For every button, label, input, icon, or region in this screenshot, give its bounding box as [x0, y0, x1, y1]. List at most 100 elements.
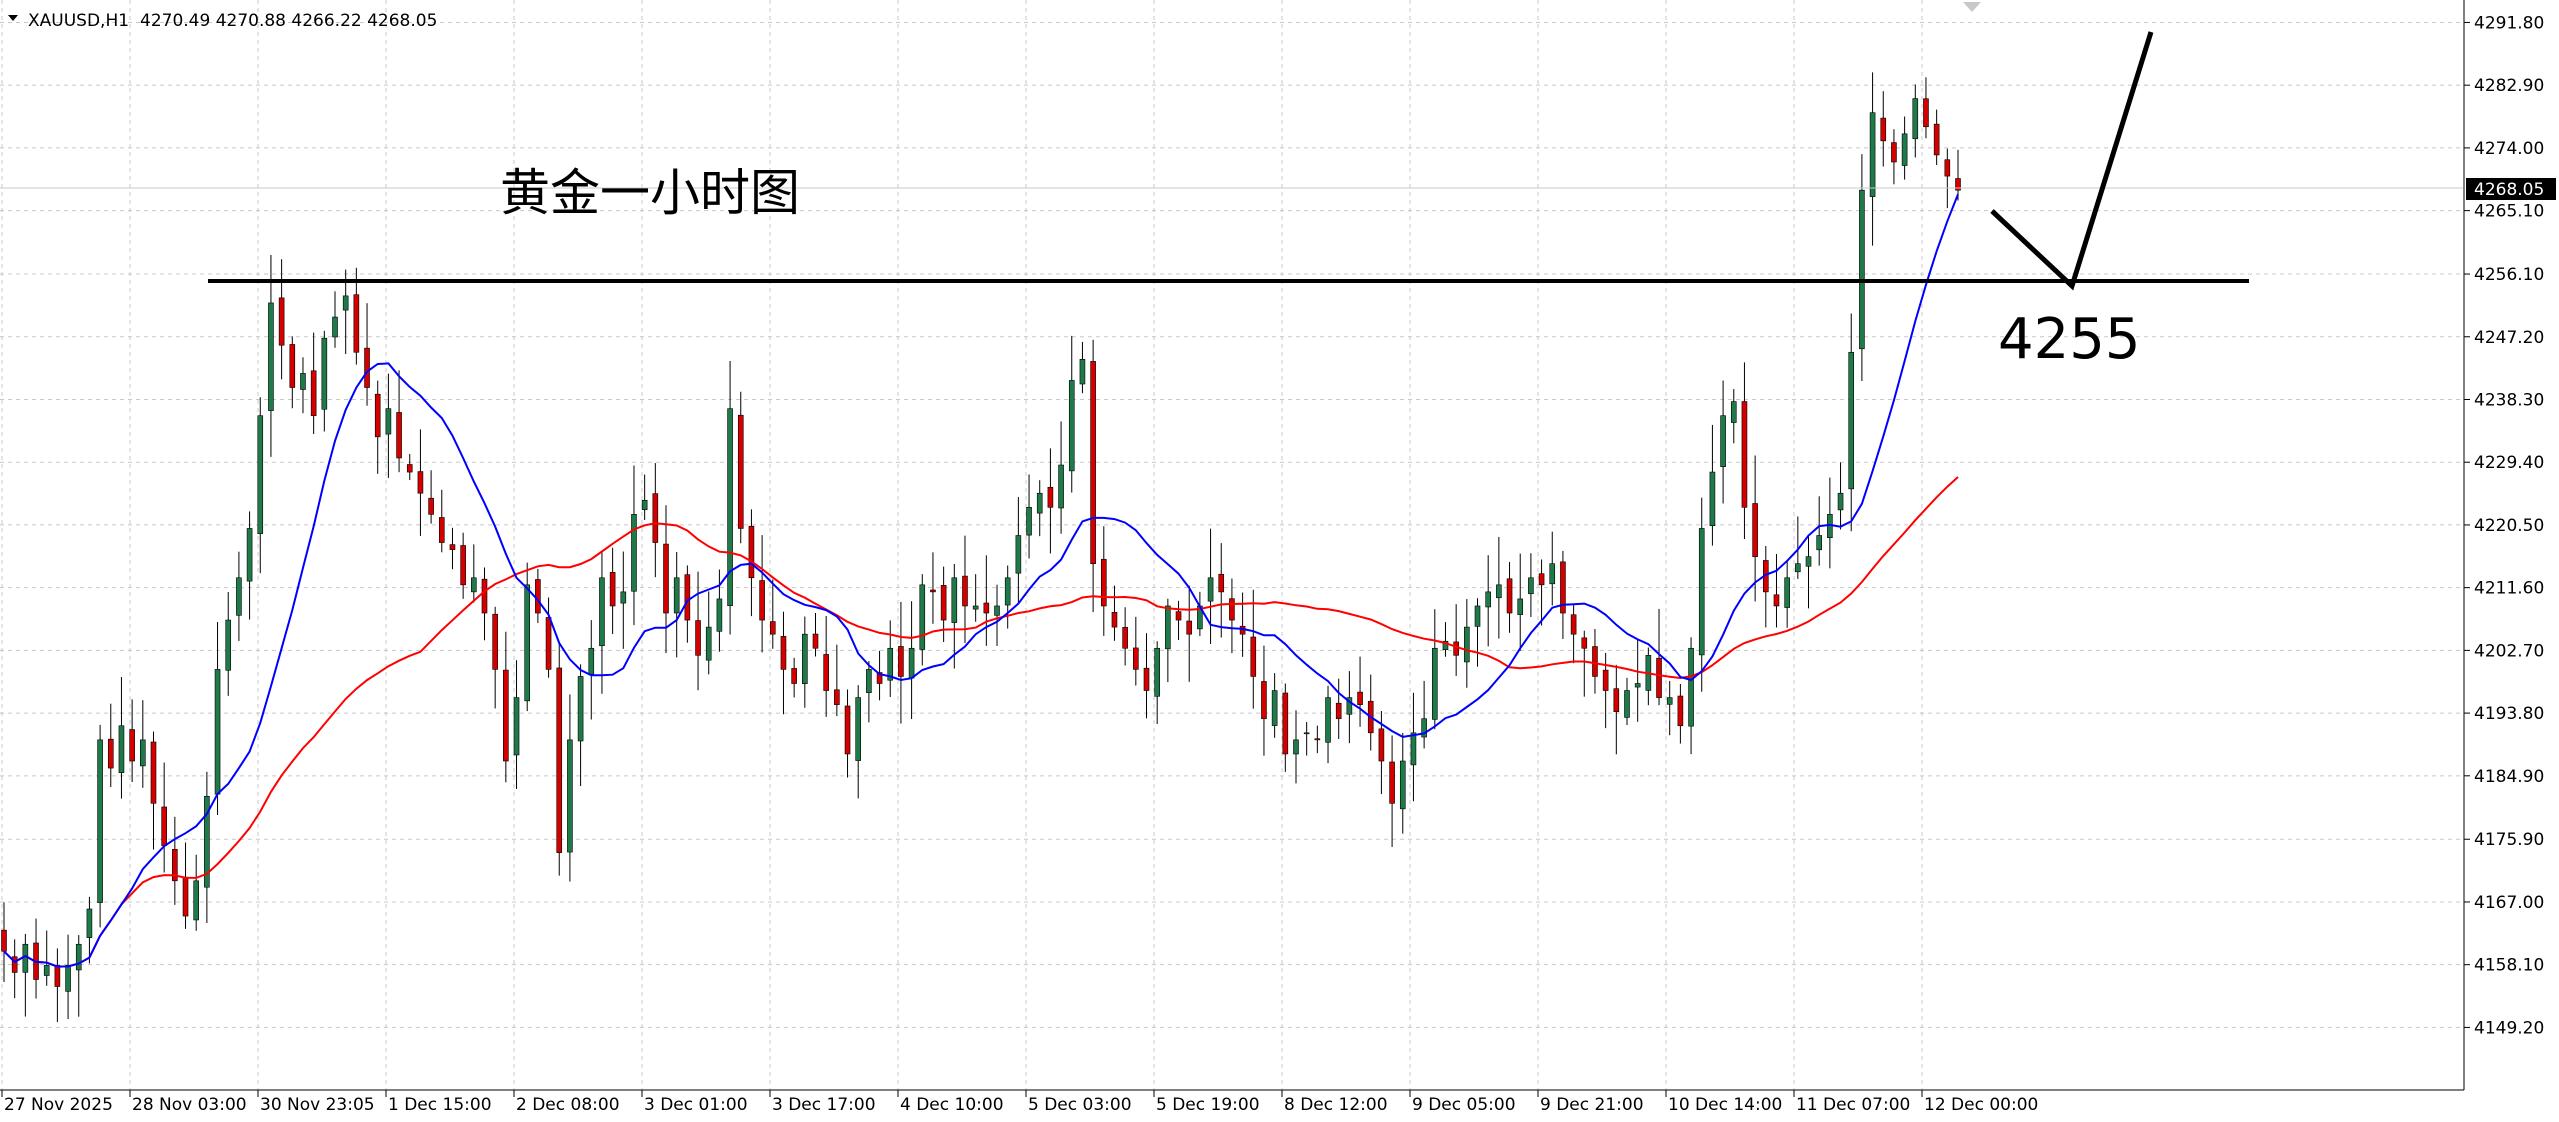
- bull-candle-body: [225, 619, 232, 671]
- time-axis: 27 Nov 2025 28 Nov 03:00 30 Nov 23:05 1 Dec…: [1, 1090, 2038, 1115]
- candle: [1923, 77, 1929, 139]
- bear-candle-body: [1389, 761, 1395, 804]
- candle: [310, 332, 317, 435]
- candle: [876, 650, 883, 701]
- candle: [1560, 550, 1566, 639]
- bear-candle-body: [1100, 558, 1107, 607]
- bull-candle-body: [214, 669, 221, 795]
- bear-candle-body: [535, 579, 541, 614]
- candle: [1058, 421, 1064, 534]
- candle: [769, 579, 776, 649]
- time-tick-label: 10 Dec 14:00: [1668, 1095, 1782, 1115]
- chart-header: XAUUSD,H1 4270.49 4270.88 4266.22 4268.0…: [8, 11, 437, 31]
- price-axis-panel: [2464, 0, 2559, 1122]
- candle: [994, 584, 1000, 646]
- bear-candle-body: [1891, 142, 1897, 163]
- candle: [1955, 149, 1961, 201]
- candle: [983, 555, 990, 646]
- candle: [1090, 339, 1096, 613]
- candle: [898, 601, 904, 724]
- bear-candle-body: [1570, 614, 1577, 635]
- candle: [1795, 516, 1801, 579]
- bear-candle-body: [545, 617, 552, 670]
- bear-candle-body: [823, 654, 829, 691]
- bull-candle-body: [1303, 732, 1310, 735]
- bear-candle-body: [1752, 503, 1758, 557]
- price-tick-label: 4282.90: [2474, 76, 2544, 96]
- bull-candle-body: [631, 514, 637, 592]
- price-tick-label: 4175.90: [2474, 830, 2544, 850]
- bear-candle-body: [1538, 573, 1545, 586]
- bear-candle-body: [1133, 647, 1139, 670]
- chart-shift-marker-icon[interactable]: [1963, 2, 1981, 12]
- bull-candle-body: [1399, 760, 1406, 810]
- candle: [1474, 598, 1481, 667]
- bear-candle-body: [791, 668, 797, 684]
- bull-candle-body: [887, 647, 894, 681]
- candle: [1079, 341, 1086, 394]
- candle: [1677, 683, 1684, 744]
- price-tick-label: 4193.80: [2474, 704, 2544, 724]
- candle: [951, 564, 958, 669]
- bull-candle-body: [140, 739, 146, 767]
- candle: [75, 935, 82, 1017]
- bull-candle-body: [716, 598, 723, 632]
- candle: [1282, 683, 1289, 772]
- bull-candle-body: [1709, 471, 1716, 527]
- candle: [1421, 680, 1427, 749]
- bear-candle-body: [898, 646, 904, 677]
- bear-candle-body: [182, 876, 189, 917]
- candle: [844, 689, 851, 778]
- bear-candle-body: [737, 414, 744, 529]
- candle: [834, 644, 840, 717]
- candle: [1869, 72, 1876, 246]
- candle: [524, 562, 531, 712]
- chevron-down-icon[interactable]: [8, 15, 18, 21]
- candle: [972, 574, 979, 622]
- bear-candle-body: [1, 929, 7, 952]
- bear-candle-body: [438, 517, 445, 543]
- bear-candle-body: [652, 493, 659, 543]
- candle: [759, 535, 765, 653]
- candle: [1933, 109, 1940, 165]
- bull-candle-body: [588, 647, 595, 675]
- time-tick-label: 3 Dec 01:00: [644, 1095, 748, 1115]
- candle: [1068, 335, 1075, 493]
- bear-candle-body: [1378, 728, 1385, 762]
- candle: [492, 606, 498, 709]
- bear-candle-body: [1602, 669, 1609, 691]
- bear-candle-body: [834, 689, 840, 705]
- candle: [353, 267, 360, 365]
- bull-candle-body: [908, 647, 915, 679]
- bear-candle-body: [695, 620, 701, 656]
- price-tick-label: 4274.00: [2474, 139, 2544, 159]
- candle: [1015, 497, 1022, 603]
- candle: [172, 816, 178, 905]
- bear-candle-body: [759, 580, 765, 621]
- bull-candle-body: [1688, 647, 1694, 727]
- candle: [1741, 362, 1748, 540]
- candle: [1485, 555, 1491, 647]
- bull-candle-body: [1015, 535, 1022, 574]
- bear-candle-body: [310, 370, 317, 416]
- bull-candle-body: [1485, 591, 1491, 608]
- bull-candle-body: [1517, 598, 1524, 615]
- candle: [1634, 639, 1641, 722]
- candle: [300, 357, 306, 414]
- bull-candle-body: [1698, 528, 1705, 656]
- bull-candle-body: [1848, 351, 1855, 490]
- bull-candle-body: [1869, 112, 1876, 197]
- bull-candle-body: [620, 591, 627, 604]
- candle: [1848, 313, 1855, 532]
- candle: [556, 642, 563, 876]
- bull-candle-body: [641, 499, 648, 511]
- bull-candle-body: [1859, 189, 1865, 350]
- time-tick-label: 8 Dec 12:00: [1284, 1095, 1388, 1115]
- candle: [438, 489, 445, 553]
- candle: [1218, 543, 1225, 638]
- candle: [385, 373, 392, 478]
- price-tick-label: 4265.10: [2474, 202, 2544, 222]
- bull-candle-body: [246, 528, 253, 582]
- bear-candle-body: [150, 741, 157, 804]
